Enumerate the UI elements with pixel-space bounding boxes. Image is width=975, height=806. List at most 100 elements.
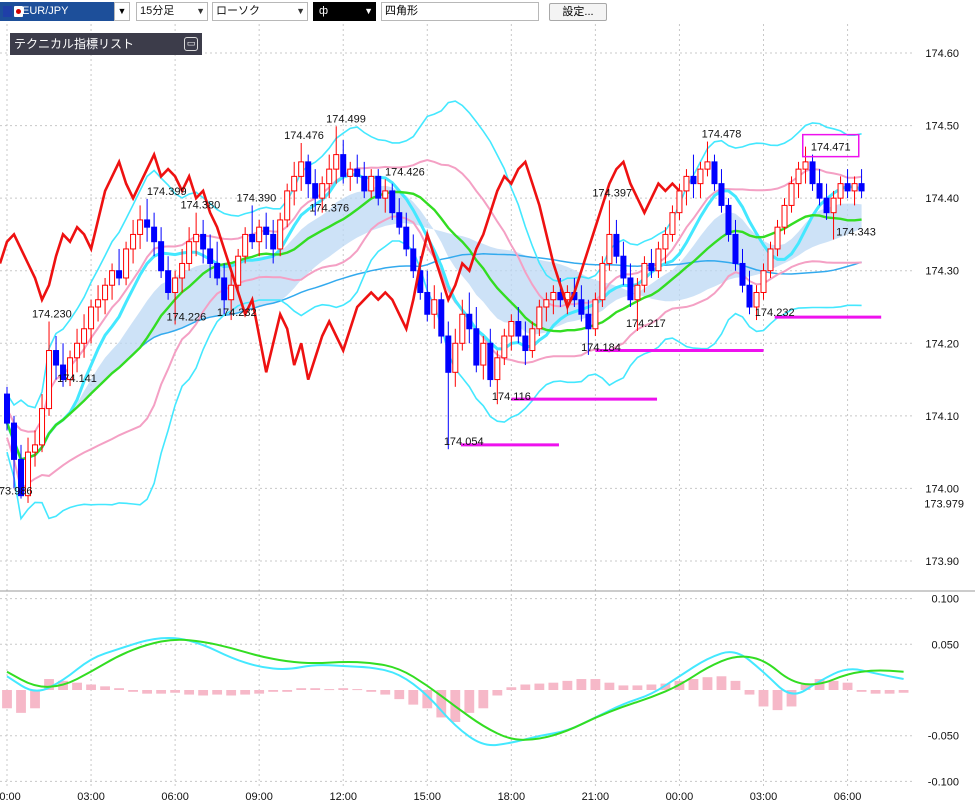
candle — [522, 321, 529, 366]
candle-body — [11, 422, 18, 460]
candle — [207, 234, 214, 278]
candle — [256, 219, 263, 257]
price-label: 174.230 — [32, 309, 72, 321]
ichimoku-cloud — [7, 185, 862, 460]
candle — [130, 219, 137, 264]
candle — [725, 198, 732, 242]
chevron-down-icon: ▼ — [196, 6, 205, 16]
candle-body — [60, 364, 67, 381]
candle-body — [305, 161, 312, 185]
candle — [788, 176, 795, 213]
candle-body — [249, 233, 256, 243]
symbol-selector[interactable]: EUR/JPY — [0, 2, 114, 21]
bollinger-upper-2sigma-line — [6, 100, 862, 409]
symbol-dropdown-button[interactable]: ▼ — [114, 2, 130, 21]
candle-body — [501, 335, 508, 359]
macd-histogram-bar — [828, 680, 839, 690]
candle — [53, 336, 60, 380]
candle-body — [802, 161, 809, 170]
candle — [95, 285, 102, 322]
candle — [46, 321, 53, 416]
macd-histogram-bar — [184, 690, 195, 695]
macd-histogram-bar — [744, 690, 755, 695]
candle-body — [172, 277, 179, 293]
candle — [270, 219, 277, 264]
candle-body — [277, 219, 284, 250]
x-tick-label: 03:00 — [77, 791, 105, 803]
candle-body — [445, 335, 452, 373]
shape-field[interactable]: 四角形 — [381, 2, 539, 21]
candle — [585, 299, 592, 355]
chart-area[interactable]: 173.986 174.230 174.141 174.399 174.380 174.2… — [0, 24, 975, 806]
candle — [18, 444, 25, 499]
candle-body — [662, 233, 669, 250]
x-tick-label: 00:00 — [0, 791, 21, 803]
candle — [11, 415, 18, 489]
candle-body — [739, 262, 746, 286]
candle — [795, 161, 802, 199]
candle — [641, 256, 648, 293]
chart-type-select[interactable]: ローソク ▼ — [212, 2, 308, 21]
candle — [396, 198, 403, 235]
macd-histogram-bar — [394, 690, 405, 700]
macd-histogram-bar — [660, 683, 671, 690]
macd-histogram-bar — [2, 690, 12, 709]
candle — [620, 241, 627, 286]
jp-flag-icon — [14, 6, 23, 17]
candle — [851, 176, 858, 206]
settings-button[interactable]: 設定... — [549, 3, 607, 21]
macd-histogram-bar — [254, 690, 265, 694]
candle — [410, 234, 417, 278]
macd-histogram-bar — [716, 676, 727, 690]
price-label: 174.499 — [326, 113, 366, 125]
candle — [347, 161, 354, 191]
macd-y-tick-label: 0.100 — [931, 594, 959, 606]
indicator-list-panel[interactable]: テクニカル指標リスト ▭ — [10, 33, 202, 55]
x-tick-label: 18:00 — [498, 791, 526, 803]
candle-body — [767, 248, 774, 272]
timeframe-select[interactable]: 15分足 ▼ — [136, 2, 208, 21]
candle-body — [53, 350, 60, 366]
candle — [809, 154, 816, 191]
x-tick-label: 06:00 — [834, 791, 862, 803]
candle — [781, 198, 788, 235]
candle — [634, 277, 641, 331]
candle-body — [207, 248, 214, 264]
candle-body — [256, 226, 263, 243]
candle — [592, 292, 599, 337]
price-label: 174.226 — [166, 311, 206, 323]
price-label: 174.184 — [581, 342, 621, 354]
candle-body — [130, 233, 137, 250]
candle — [32, 430, 39, 467]
price-label: 174.054 — [444, 436, 484, 448]
candle — [305, 154, 312, 199]
candle — [816, 169, 823, 206]
candle — [39, 394, 46, 453]
candle — [228, 270, 235, 321]
candle — [382, 179, 389, 213]
current-price-label: 173.979 — [924, 499, 964, 511]
candle-body — [676, 190, 683, 214]
candle — [172, 270, 179, 325]
collapse-icon[interactable]: ▭ — [184, 37, 198, 51]
candle-body — [858, 183, 865, 192]
draw-tool-select[interactable]: ф ▼ — [313, 2, 376, 21]
candle-body — [795, 168, 802, 185]
macd-histogram-bar — [884, 690, 895, 694]
candle — [193, 212, 200, 257]
bollinger-middle-line — [5, 190, 862, 461]
chart-type-label: ローソク — [216, 5, 260, 17]
macd-histogram-bar — [730, 680, 741, 690]
macd-histogram-bar — [324, 689, 335, 691]
candle-body — [816, 183, 823, 199]
candle-body — [81, 328, 88, 344]
candle — [529, 321, 536, 358]
candle-body — [88, 306, 95, 330]
candle-body — [347, 168, 354, 177]
price-label: 174.217 — [626, 318, 666, 330]
candle-body — [39, 408, 46, 446]
candle — [858, 169, 865, 199]
macd-histogram-bar — [338, 688, 349, 690]
candle-body — [529, 328, 536, 352]
price-label: 174.390 — [236, 192, 276, 204]
